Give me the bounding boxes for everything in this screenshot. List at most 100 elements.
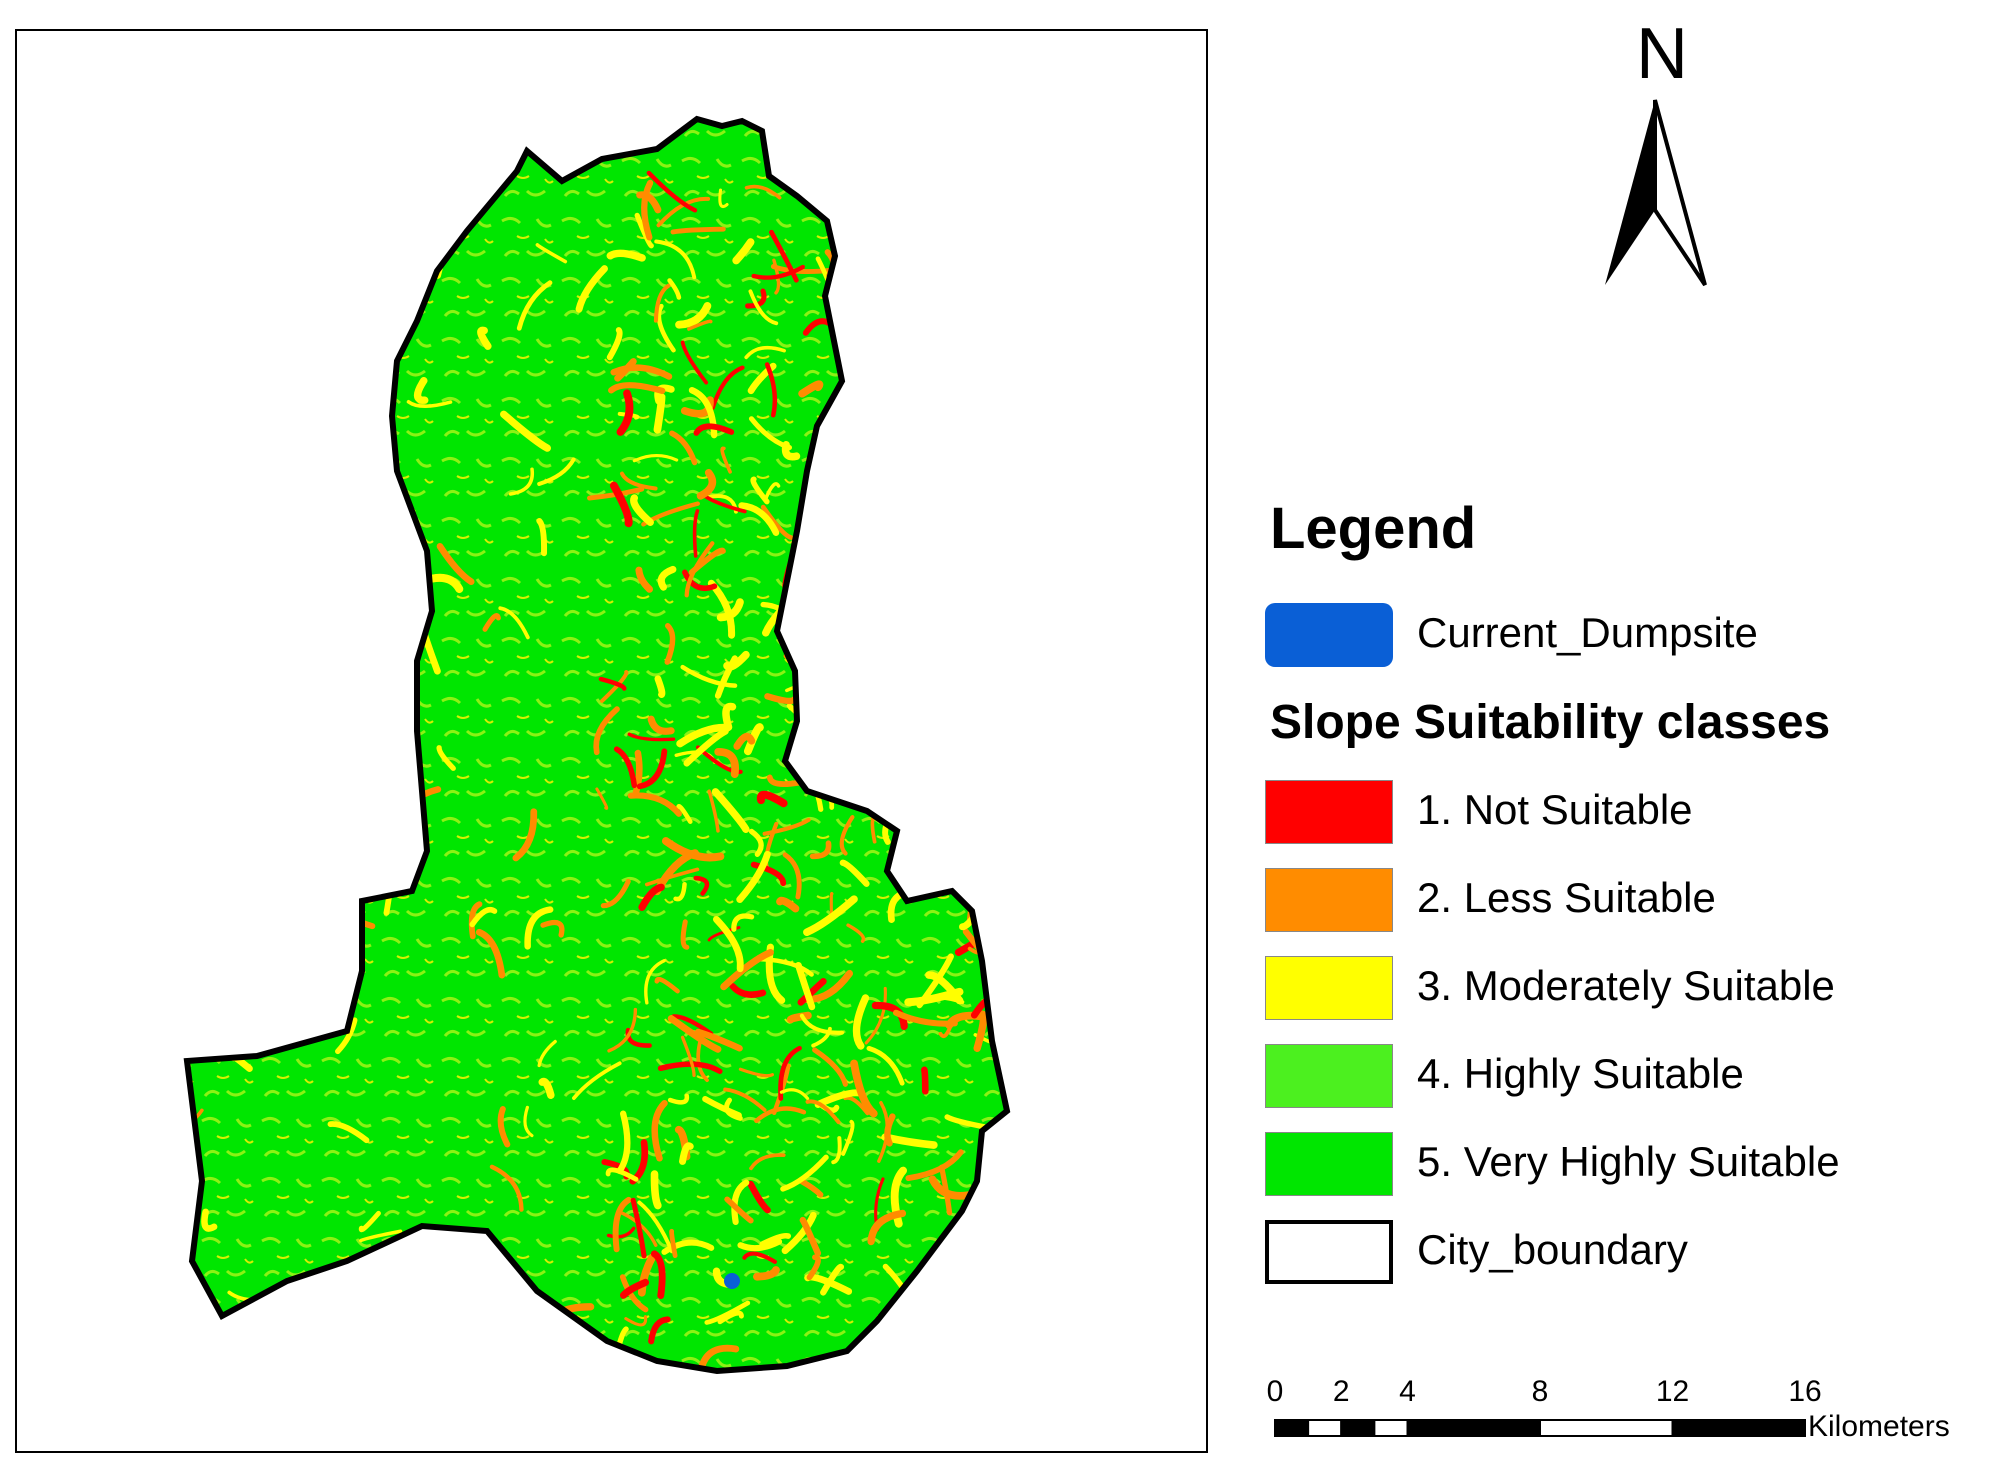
- slope-ridge: [889, 449, 922, 501]
- slope-ridge: [653, 283, 671, 323]
- slope-ridge: [917, 727, 950, 756]
- slope-ridge: [644, 959, 666, 1005]
- slope-ridge: [799, 1013, 845, 1035]
- slope-ridge: [616, 1110, 631, 1175]
- slope-ridge: [413, 376, 429, 404]
- slope-ridge: [352, 563, 395, 611]
- slope-ridge: [733, 732, 756, 750]
- slope-ridge: [893, 853, 939, 870]
- slope-ridge: [917, 869, 935, 884]
- slope-ridge: [293, 732, 346, 751]
- slope-ridge: [716, 598, 744, 622]
- slope-ridge: [676, 804, 693, 824]
- slope-ridge: [607, 1007, 638, 1053]
- slope-ridge: [187, 1108, 204, 1144]
- slope-ridge: [595, 787, 609, 810]
- legend-label: 3. Moderately Suitable: [1417, 962, 1835, 1009]
- legend-label: 2. Less Suitable: [1417, 874, 1716, 921]
- slope-ridge: [951, 720, 986, 746]
- slope-ridge: [648, 1316, 671, 1345]
- slope-ridge: [692, 509, 700, 558]
- slope-ridge: [675, 302, 712, 329]
- slope-ridge: [436, 543, 475, 586]
- legend-label: 5. Very Highly Suitable: [1417, 1138, 1840, 1185]
- slope-ridge: [835, 638, 856, 673]
- slope-ridge: [500, 410, 551, 452]
- slope-ridge: [930, 751, 951, 769]
- slope-ridge: [487, 1279, 508, 1295]
- slope-ridge: [669, 430, 698, 466]
- slope-ridge: [698, 1344, 740, 1371]
- legend-item-class-3: 3. Moderately Suitable: [1265, 956, 1965, 1020]
- slope-ridge: [293, 905, 331, 927]
- slope-ridge: [925, 673, 933, 722]
- slope-ridge: [892, 466, 954, 482]
- slope-ridge: [744, 345, 786, 360]
- slope-ridge: [934, 702, 966, 757]
- slope-ridge: [606, 1226, 636, 1239]
- slope-ridge: [956, 419, 979, 430]
- slope-ridge: [535, 243, 568, 264]
- slope-ridge: [952, 872, 988, 878]
- slope-ridge: [729, 982, 767, 998]
- slope-ridge: [619, 471, 658, 491]
- slope-ridge: [743, 723, 764, 756]
- slope-ridge: [883, 583, 918, 624]
- slope-ridge: [915, 501, 941, 560]
- class-swatch: [1265, 868, 1393, 932]
- slope-ridge: [925, 971, 964, 1005]
- slope-ridge: [654, 976, 680, 994]
- slope-ridge: [538, 1077, 555, 1099]
- slope-ridge: [737, 1238, 783, 1252]
- scale-segment: [1539, 1419, 1674, 1437]
- slope-ridge: [972, 575, 992, 604]
- slope-ridge: [266, 392, 299, 411]
- slope-ridge: [406, 572, 421, 599]
- slope-ridge: [869, 568, 913, 574]
- slope-ridge: [916, 953, 954, 1009]
- slope-ridge: [877, 661, 897, 690]
- slope-ridge: [866, 1045, 905, 1086]
- slope-ridge: [723, 1087, 767, 1112]
- slope-ridge: [406, 400, 453, 409]
- scale-segment: [1340, 1419, 1376, 1437]
- slope-ridge: [198, 187, 242, 203]
- slope-ridge: [855, 468, 868, 491]
- slope-ridge: [856, 320, 882, 345]
- slope-ridge: [827, 583, 874, 624]
- slope-ridge: [482, 1293, 494, 1357]
- slope-ridge: [638, 883, 665, 911]
- slope-ridge: [196, 525, 217, 556]
- slope-ridge: [758, 957, 814, 977]
- slope-ridge: [641, 179, 654, 241]
- slope-ridge: [935, 826, 967, 866]
- class-swatch: [1265, 780, 1393, 844]
- slope-ridge: [984, 1129, 1007, 1161]
- slope-ridge: [745, 288, 767, 309]
- slope-ridge: [843, 1095, 870, 1116]
- slope-ridge: [988, 984, 1002, 1021]
- slope-ridge: [928, 817, 947, 872]
- slope-ridge: [732, 238, 755, 265]
- slope-ridge: [720, 446, 732, 474]
- slope-ridge: [606, 327, 623, 361]
- slope-ridge: [600, 670, 629, 703]
- slope-ridge: [654, 675, 666, 698]
- legend-label: City_boundary: [1417, 1226, 1688, 1273]
- slope-ridge: [606, 249, 646, 262]
- slope-ridge: [610, 364, 673, 380]
- slope-ridge: [865, 534, 913, 542]
- slope-ridge: [683, 727, 729, 767]
- slope-ridge: [216, 747, 239, 801]
- slope-ridge: [680, 664, 738, 688]
- slope-ridge: [187, 712, 204, 723]
- slope-ridge: [911, 480, 938, 534]
- slope-ridge: [512, 808, 538, 862]
- slope-ridge: [671, 1014, 714, 1036]
- slope-ridge: [817, 508, 830, 546]
- slope-ridge: [679, 1142, 694, 1165]
- slope-ridge: [318, 698, 333, 737]
- slope-ridge: [598, 676, 627, 691]
- slope-ridge: [783, 635, 846, 659]
- slope-ridge: [475, 928, 506, 979]
